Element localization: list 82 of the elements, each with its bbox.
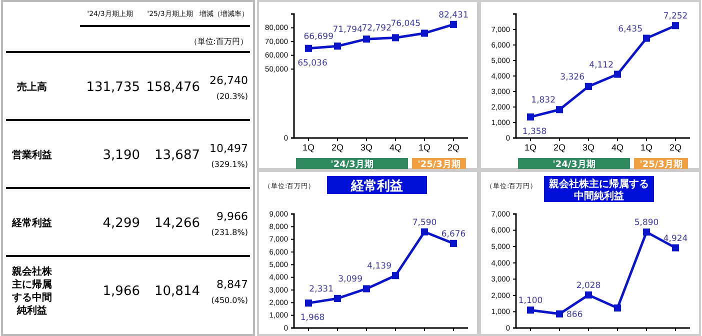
x-tick-label: 4Q [611,142,624,152]
point [614,304,622,312]
point [304,44,312,52]
category-label: 売上高 [17,81,47,93]
data-label: 7,590 [412,218,437,228]
point [362,285,370,292]
point [450,20,458,28]
data-label: 65,036 [298,58,328,68]
category-label: 親会社株主に帰属する中間純利益 [11,266,53,316]
point [392,272,400,280]
point [450,240,458,247]
text: '24/3月期 [552,159,596,170]
point [304,300,312,307]
data-label: 72,792 [362,24,392,34]
text: '25/3月期 [418,159,460,170]
x-tick-label: 3Q [360,142,373,152]
point [526,306,534,314]
data-label: 1,358 [522,126,547,137]
point [420,30,428,37]
x-tick-label: 2Q [331,142,344,152]
data-label: 10,497 (329.1%) [210,142,248,169]
data-label: 2,028 [576,280,601,291]
point [392,34,400,42]
data-label: 71,794 [332,25,362,36]
point [584,82,592,90]
data-label: 9,966 (231.8%) [211,210,248,237]
point [526,113,534,120]
chart-title: 親会社株主に帰属する中間純利益 [548,178,649,202]
chart-title: 経常利益 [350,178,403,194]
data-label: 8,847 (450.0%) [211,278,248,305]
data-label: 1,968 [300,313,325,324]
x-tick-label: 4Q [389,142,402,152]
category-label: 営業利益 [12,149,52,161]
x-tick-label: 2Q [669,142,682,152]
x-tick-label: 3Q [582,142,595,152]
data-label: 3,326 [560,72,584,82]
point [584,291,592,299]
data-label: 5,890 [634,218,659,228]
x-tick-label: 1Q [418,142,431,152]
data-label: 10,814 [154,284,200,299]
data-label: 4,924 [663,234,688,244]
data-label: 2,331 [309,284,334,294]
point [672,22,680,30]
point [556,106,564,114]
data-label: 6,676 [441,229,466,240]
data-label: 131,735 [86,80,140,95]
point [420,228,428,236]
data-label: 6,435 [618,24,642,34]
data-label: 26,740 (20.3%) [210,74,248,101]
data-label: 7,252 [663,12,688,22]
data-label: 4,112 [589,60,614,70]
point [556,310,564,318]
point [334,42,342,50]
text: '25/3月期 [640,159,682,170]
x-tick-label: 1Q [302,142,315,152]
x-tick-label: 2Q [553,142,566,152]
data-label: 1,832 [531,96,556,106]
text: '24/3月期 [330,159,374,170]
data-label: 82,431 [438,10,468,20]
data-label: 158,476 [146,80,200,95]
point [334,294,342,302]
point [672,244,680,252]
point [642,34,650,42]
x-tick-label: 2Q [447,142,460,152]
data-label: 4,299 [102,216,140,231]
data-label: 76,045 [390,19,420,30]
data-label: 66,699 [304,32,334,42]
data-label: 1,100 [518,296,543,306]
data-label: 13,687 [154,148,200,163]
data-label: 4,139 [367,262,392,272]
point [642,228,650,236]
data-label: 14,266 [154,216,200,231]
data-label: 3,099 [338,274,362,285]
text: （単位:百万円） [189,37,248,46]
point [614,70,622,78]
point [362,36,370,43]
data-label: 3,190 [102,148,140,163]
category-label: 経常利益 [11,217,52,229]
x-tick-label: 1Q [524,142,537,152]
x-tick-label: 1Q [640,142,653,152]
data-label: 1,966 [102,284,140,299]
data-label: 866 [566,310,583,320]
